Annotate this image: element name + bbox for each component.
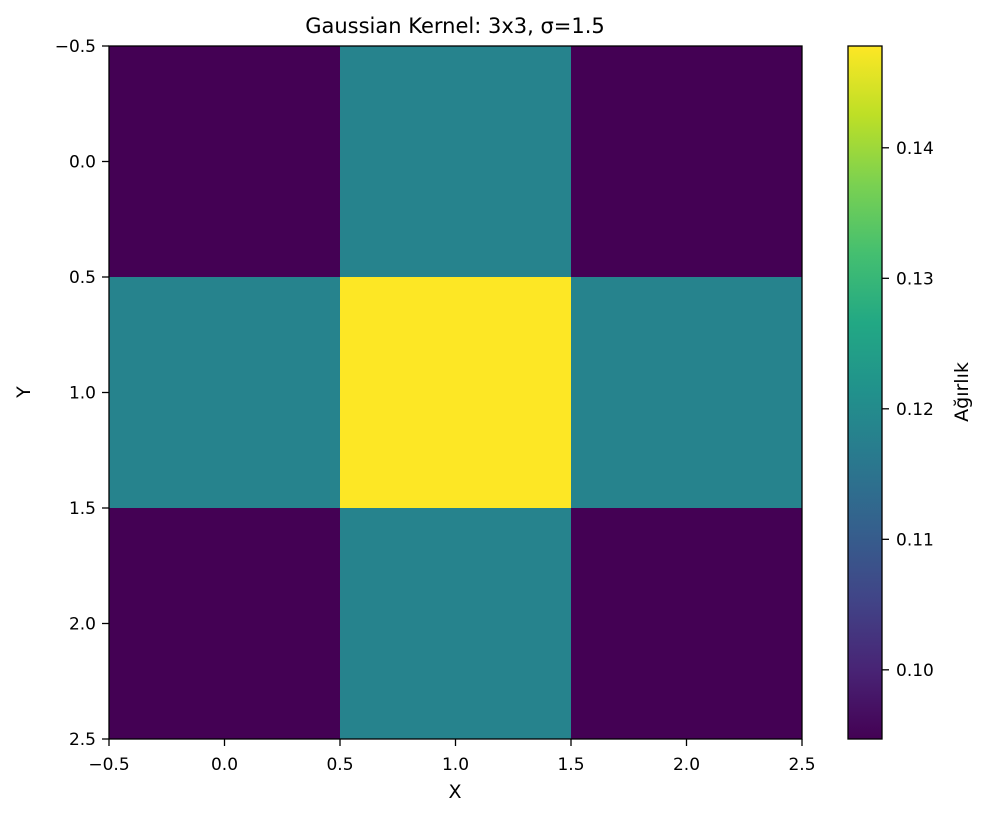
heatmap-cell-r0-c2 [571,46,802,277]
y-tick-label: 2.5 [69,730,96,750]
x-tick-label: 1.5 [557,755,584,775]
y-tick-label: −0.5 [55,37,96,57]
heatmap-cell-r0-c1 [340,46,571,277]
x-axis-label: X [448,781,461,803]
heatmap-cells [109,46,802,739]
y-axis-label: Y [13,386,35,399]
heatmap-cell-r0-c0 [109,46,340,277]
x-tick-label: 2.0 [673,755,700,775]
colorbar-tick-label: 0.13 [896,269,934,289]
heatmap-cell-r1-c2 [571,277,802,508]
x-axis-ticks: −0.5 0.0 0.5 1.0 1.5 2.0 2.5 [88,739,816,775]
colorbar-tick-label: 0.10 [896,661,934,681]
colorbar-tick-label: 0.12 [896,400,934,420]
x-tick-label: 2.5 [788,755,815,775]
heatmap-cell-r2-c1 [340,508,571,739]
x-tick-label: −0.5 [88,755,129,775]
y-tick-label: 1.0 [69,384,96,404]
heatmap-cell-r2-c2 [571,508,802,739]
x-tick-label: 0.5 [326,755,353,775]
colorbar [847,45,883,740]
heatmap-cell-r1-c1 [340,277,571,508]
colorbar-label: Ağırlık [951,362,973,422]
chart-title: Gaussian Kernel: 3x3, σ=1.5 [305,14,605,38]
colorbar-tick-label: 0.14 [896,139,934,159]
colorbar-ticks: 0.10 0.11 0.12 0.13 0.14 [882,139,934,681]
y-tick-label: 0.5 [69,268,96,288]
y-axis-ticks: −0.5 0.0 0.5 1.0 1.5 2.0 2.5 [55,37,109,750]
x-tick-label: 1.0 [442,755,469,775]
heatmap-cell-r1-c0 [109,277,340,508]
y-tick-label: 2.0 [69,615,96,635]
colorbar-tick-label: 0.11 [896,530,934,550]
x-tick-label: 0.0 [211,755,238,775]
y-tick-label: 0.0 [69,153,96,173]
y-tick-label: 1.5 [69,499,96,519]
heatmap-cell-r2-c0 [109,508,340,739]
